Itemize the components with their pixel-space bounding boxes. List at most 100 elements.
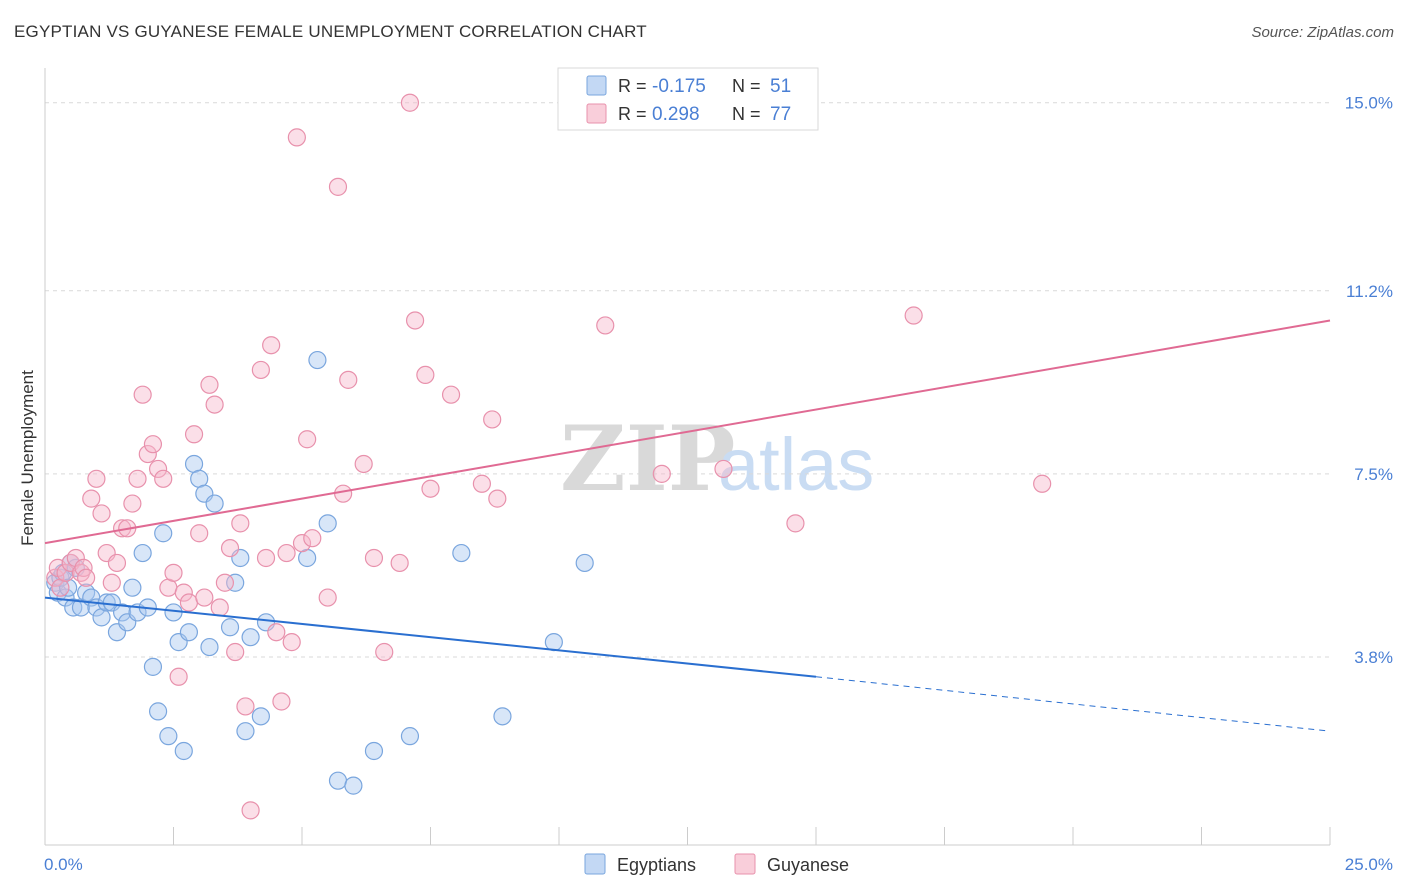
guyanese-point [215, 573, 234, 592]
source-label: Source: ZipAtlas.com [1251, 24, 1394, 41]
guyanese-trend-line [44, 319, 1331, 545]
guyanese-point [190, 524, 209, 543]
egyptian-point [59, 578, 78, 597]
legend-r-label: R = [618, 76, 647, 96]
guyanese-point [904, 306, 923, 325]
guyanese-point [282, 633, 301, 652]
guyanese-point [102, 573, 121, 592]
guyanese-point [77, 568, 96, 587]
guyanese-point [56, 563, 75, 582]
guyanese-point [220, 538, 240, 558]
egyptian-point [241, 628, 260, 647]
egyptian-point [64, 598, 83, 617]
egyptian-point [328, 771, 348, 790]
guyanese-point [328, 177, 348, 196]
guyanese-point [195, 588, 214, 607]
y-tick-label: 7.5% [1354, 465, 1393, 484]
egyptian-point [344, 776, 363, 795]
egyptian-point [159, 727, 178, 746]
y-tick-label: 3.8% [1354, 648, 1393, 667]
legend-n-label: N = [732, 76, 761, 96]
legend-n-value: 77 [770, 104, 791, 125]
guyanese-point [256, 548, 276, 568]
legend-n-value: 51 [770, 76, 791, 97]
egyptian-point [143, 657, 163, 676]
guyanese-point [483, 410, 502, 429]
guyanese-point [184, 425, 204, 444]
series-legend-label: Guyanese [767, 855, 849, 875]
guyanese-point [298, 430, 317, 449]
guyanese-point [416, 365, 435, 385]
guyanese-point [251, 360, 270, 380]
x-tick-label: 25.0% [1345, 855, 1393, 874]
egyptian-point [179, 623, 199, 642]
guyanese-point [786, 514, 805, 533]
watermark-zip: ZIP [560, 406, 735, 512]
guyanese-point [596, 316, 615, 335]
guyanese-point [169, 667, 188, 686]
guyanese-point [400, 93, 420, 112]
egyptian-point [112, 603, 132, 622]
guyanese-point [652, 464, 671, 483]
egyptian-point [236, 722, 255, 741]
guyanese-point [405, 311, 425, 330]
guyanese-point [1033, 474, 1052, 493]
guyanese-point [210, 598, 229, 617]
series-legend-swatch [734, 853, 756, 875]
egyptian-point [308, 350, 327, 370]
guyanese-point [375, 642, 394, 662]
guyanese-point [714, 459, 733, 479]
guyanese-point [154, 469, 173, 488]
y-tick-label: 11.2% [1346, 282, 1393, 301]
egyptian-point [226, 573, 245, 592]
guyanese-point [339, 370, 358, 389]
guyanese-point [421, 479, 440, 498]
guyanese-point [488, 489, 507, 508]
egyptian-point [251, 707, 270, 726]
guyanese-point [71, 563, 91, 582]
legend-r-label: R = [618, 104, 647, 124]
guyanese-point [303, 529, 322, 548]
egyptian-point [154, 524, 173, 543]
egyptian-point [123, 578, 142, 597]
egyptian-point [364, 741, 384, 761]
x-tick-label: 0.0% [44, 855, 83, 874]
series-legend-swatch [584, 853, 606, 875]
egyptian-point [493, 707, 512, 726]
guyanese-point [87, 469, 106, 488]
guyanese-point [179, 593, 199, 612]
guyanese-point [390, 553, 409, 573]
guyanese-point [272, 692, 291, 711]
egyptian-point [200, 637, 219, 657]
guyanese-point [318, 588, 337, 607]
guyanese-point [205, 395, 224, 414]
guyanese-point [231, 514, 250, 533]
guyanese-point [364, 548, 384, 568]
guyanese-point [107, 553, 127, 573]
y-tick-label: 15.0% [1345, 94, 1393, 113]
egyptian-point [205, 494, 224, 513]
watermark-atlas: atlas [718, 423, 874, 506]
egyptian-trend-line [44, 596, 817, 678]
guyanese-point [200, 375, 219, 394]
chart-title: EGYPTIAN VS GUYANESE FEMALE UNEMPLOYMENT… [14, 22, 647, 41]
guyanese-point [148, 459, 168, 479]
legend-r-value: 0.298 [652, 104, 700, 125]
guyanese-point [133, 385, 152, 404]
guyanese-point [292, 534, 312, 553]
guyanese-point [472, 474, 491, 493]
egyptian-point [148, 702, 168, 721]
egyptian-point [544, 633, 563, 652]
guyanese-point [441, 385, 461, 404]
legend-r-value: -0.175 [652, 76, 706, 97]
guyanese-point [287, 128, 306, 147]
guyanese-point [138, 444, 157, 464]
guyanese-point [236, 697, 255, 716]
guyanese-point [354, 454, 373, 474]
guyanese-point [123, 494, 142, 513]
egyptian-point [400, 727, 420, 746]
guyanese-point [82, 489, 101, 508]
egyptian-point [220, 618, 240, 637]
guyanese-point [241, 801, 260, 820]
